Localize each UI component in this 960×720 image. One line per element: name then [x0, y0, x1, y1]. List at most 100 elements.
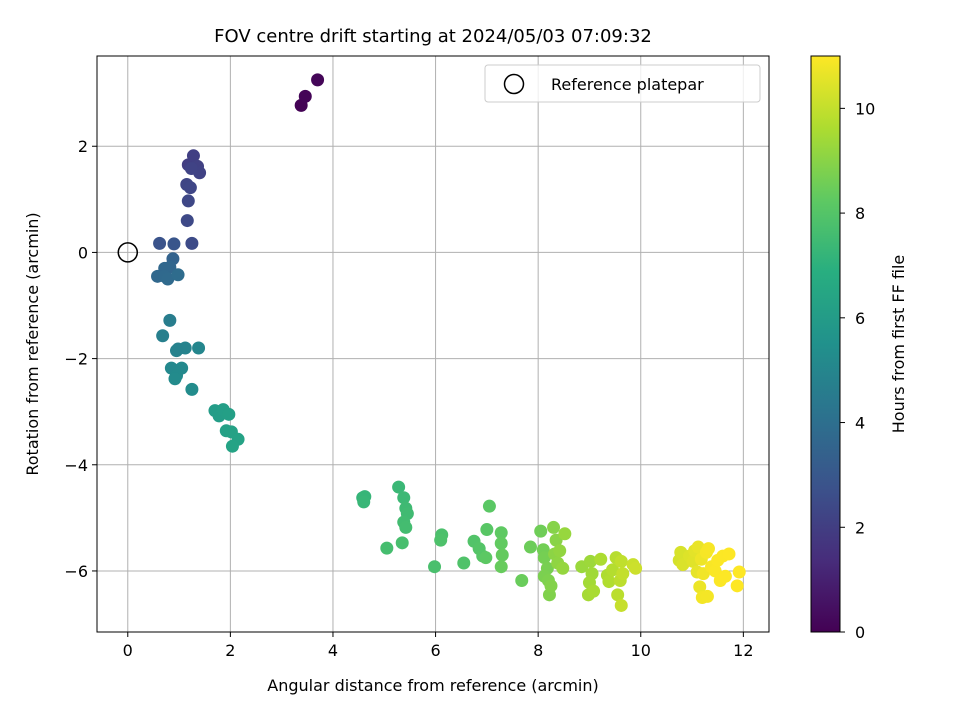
colorbar-label: Hours from first FF file — [889, 255, 908, 434]
data-point — [547, 520, 561, 534]
y-tick-label: −4 — [64, 456, 88, 475]
data-point — [614, 598, 628, 612]
legend-box — [484, 64, 761, 103]
data-point — [587, 584, 601, 598]
data-point — [480, 523, 494, 537]
data-point — [311, 73, 325, 87]
data-point — [730, 579, 744, 593]
legend-reference-marker-icon — [503, 73, 525, 95]
data-point — [168, 372, 182, 386]
colorbar: 0 2 4 6 8 10 Hours from first FF file — [810, 55, 908, 642]
data-point — [457, 556, 471, 570]
colorbar-tick-label: 10 — [855, 99, 875, 118]
data-point — [534, 524, 548, 538]
data-point — [616, 567, 630, 581]
colorbar-tick-label: 0 — [855, 623, 865, 642]
data-point — [397, 491, 411, 505]
data-point — [186, 149, 200, 163]
y-axis-ticks: −6 −4 −2 0 2 — [64, 137, 97, 581]
data-points — [151, 73, 746, 612]
data-point — [537, 551, 551, 565]
data-point — [184, 162, 198, 176]
data-point — [494, 536, 508, 550]
data-point — [161, 272, 175, 286]
data-point — [718, 569, 732, 583]
data-point — [558, 527, 572, 541]
y-tick-label: −6 — [64, 562, 88, 581]
data-point — [185, 236, 199, 250]
data-point — [192, 341, 206, 355]
y-tick-label: 0 — [78, 243, 88, 262]
data-point — [606, 563, 620, 577]
reference-platepar-marker — [117, 242, 139, 263]
legend: Reference platepar — [484, 64, 761, 103]
data-point — [298, 89, 312, 103]
x-tick-label: 10 — [631, 641, 651, 660]
data-point — [479, 551, 493, 565]
data-point — [722, 547, 736, 561]
data-point — [602, 575, 616, 589]
colorbar-tick-label: 6 — [855, 309, 865, 328]
data-point — [594, 552, 608, 566]
colorbar-tick-label: 2 — [855, 518, 865, 537]
colorbar-gradient — [810, 55, 841, 633]
data-point — [614, 554, 628, 568]
data-point — [180, 214, 194, 228]
data-point — [732, 565, 746, 579]
legend-entry-reference: Reference platepar — [551, 75, 704, 94]
x-tick-label: 8 — [533, 641, 543, 660]
data-point — [395, 536, 409, 550]
data-point — [163, 313, 177, 327]
data-point — [544, 579, 558, 593]
data-point — [523, 540, 537, 554]
colorbar-ticks: 0 2 4 6 8 10 — [840, 99, 875, 642]
data-point — [428, 560, 442, 574]
x-tick-label: 12 — [733, 641, 753, 660]
y-axis-label: Rotation from reference (arcmin) — [23, 212, 42, 475]
reference-marker-layer — [117, 242, 139, 263]
chart-title: FOV centre drift starting at 2024/05/03 … — [214, 26, 652, 47]
data-point — [556, 561, 570, 575]
data-point — [701, 542, 715, 556]
data-point — [392, 480, 406, 494]
data-point — [357, 495, 371, 509]
data-point — [167, 237, 181, 251]
data-point — [495, 548, 509, 562]
x-tick-label: 2 — [225, 641, 235, 660]
data-point — [380, 541, 394, 555]
data-point — [185, 382, 199, 396]
colorbar-tick-label: 8 — [855, 204, 865, 223]
x-axis-label: Angular distance from reference (arcmin) — [267, 676, 598, 695]
plot-area-frame — [96, 55, 770, 633]
data-point — [156, 329, 170, 343]
data-point — [515, 574, 529, 588]
data-point — [611, 588, 625, 602]
data-point — [434, 533, 448, 547]
y-tick-label: −2 — [64, 350, 88, 369]
data-point — [553, 544, 567, 558]
data-point — [171, 268, 185, 282]
data-point — [693, 580, 707, 594]
data-point — [153, 236, 167, 250]
x-tick-label: 4 — [328, 641, 338, 660]
x-tick-label: 6 — [430, 641, 440, 660]
grid-lines — [97, 56, 769, 632]
data-point — [181, 194, 195, 208]
data-point — [399, 520, 413, 534]
data-point — [708, 564, 722, 578]
data-point — [222, 407, 236, 421]
data-point — [225, 439, 239, 453]
data-point — [183, 181, 197, 195]
data-point — [494, 560, 508, 574]
data-point — [629, 561, 643, 575]
x-tick-label: 0 — [123, 641, 133, 660]
data-point — [700, 589, 714, 603]
x-axis-ticks: 0 2 4 6 8 10 12 — [123, 632, 754, 660]
y-tick-label: 2 — [78, 137, 88, 156]
colorbar-tick-label: 4 — [855, 414, 865, 433]
data-point — [583, 554, 597, 568]
data-point — [494, 526, 508, 540]
data-point — [170, 344, 184, 358]
data-point — [482, 499, 496, 513]
